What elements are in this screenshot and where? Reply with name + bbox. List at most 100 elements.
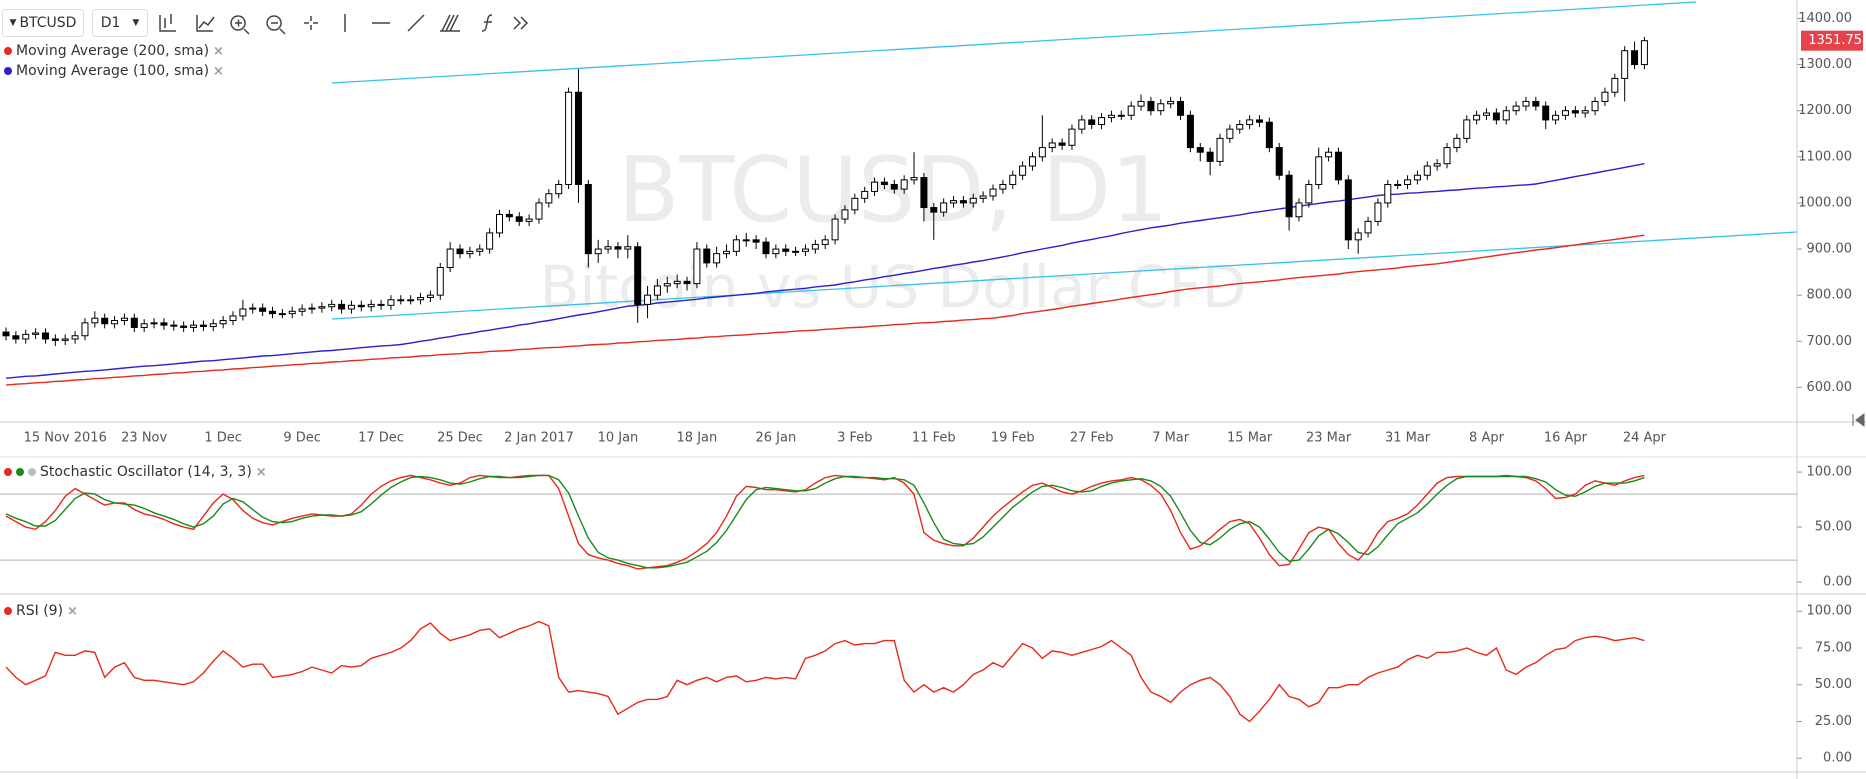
candle-body <box>673 280 681 285</box>
candle-body <box>1107 114 1115 119</box>
candle-body <box>1147 100 1155 112</box>
candle-body <box>1423 165 1431 176</box>
candle-body <box>268 310 276 315</box>
candle-body <box>1265 121 1273 149</box>
legend-entry: Moving Average (100, sma) × <box>4 63 224 79</box>
candle-body <box>476 248 484 252</box>
x-tick-label: 24 Apr <box>1623 431 1667 446</box>
candle-body <box>101 317 109 325</box>
candle-body <box>387 299 395 306</box>
x-tick-label: 17 Dec <box>358 431 404 446</box>
candle-body <box>880 181 888 185</box>
candle-body <box>535 202 543 220</box>
y-tick-label: 1300.00 <box>1798 57 1852 72</box>
x-tick-label: 23 Mar <box>1306 431 1352 446</box>
candle-body <box>1186 114 1194 149</box>
candle-body <box>959 200 967 204</box>
x-tick-label: 11 Feb <box>912 431 956 446</box>
candle-body <box>1216 137 1224 162</box>
candle-body <box>683 280 691 285</box>
x-tick-label: 23 Nov <box>121 431 167 446</box>
watermark-subtitle: Bitcoin vs US Dollar CFD <box>540 253 1247 321</box>
candle-body <box>1463 119 1471 139</box>
candle-body <box>1196 147 1204 153</box>
y-tick-label: 100.00 <box>1807 604 1853 619</box>
candle-body <box>861 190 869 199</box>
scroll-icon[interactable] <box>1852 413 1865 427</box>
candle-body <box>1601 91 1609 102</box>
candle-body <box>713 253 721 264</box>
remove-icon[interactable]: × <box>255 464 267 480</box>
candle-body <box>703 248 711 264</box>
candle-body <box>604 246 612 250</box>
candle-body <box>1305 183 1313 204</box>
remove-icon[interactable]: × <box>67 603 78 619</box>
y-tick-label: 25.00 <box>1815 714 1852 729</box>
candle-body <box>1473 114 1481 121</box>
candle-body <box>1483 112 1490 116</box>
candle-body <box>545 193 553 204</box>
candle-body <box>555 183 563 195</box>
trendline <box>331 1 1697 84</box>
candle-body <box>1453 137 1461 149</box>
candle-body <box>1206 151 1214 162</box>
candle-body <box>1640 40 1648 66</box>
candle-body <box>1275 147 1283 176</box>
candle-body <box>1167 100 1175 105</box>
candle-body <box>1315 156 1323 185</box>
candle-body <box>831 218 839 241</box>
candle-body <box>772 248 780 255</box>
candle-body <box>1561 110 1569 116</box>
candle-body <box>584 183 592 255</box>
legend-entry: Stochastic Oscillator (14, 3, 3) × <box>4 464 267 480</box>
interval: D1 <box>100 15 121 31</box>
candle-body <box>140 323 148 328</box>
candle-body <box>12 335 20 340</box>
candle-body <box>910 177 918 181</box>
candle-body <box>1571 110 1579 114</box>
candle-body <box>397 299 405 302</box>
legend-entry: RSI (9) × <box>4 603 78 619</box>
candle-body <box>920 177 928 209</box>
candle-body <box>693 248 701 285</box>
x-tick-label: 16 Apr <box>1544 431 1588 446</box>
candle-body <box>969 197 977 204</box>
series-line <box>5 163 1645 379</box>
candle-body <box>979 195 987 199</box>
x-tick-label: 25 Dec <box>437 431 483 446</box>
y-tick-label: 50.00 <box>1815 677 1852 692</box>
candle-body <box>1038 147 1046 158</box>
candle-body <box>1295 202 1303 218</box>
remove-icon[interactable]: × <box>213 63 224 79</box>
legend-label: Moving Average (100, sma) <box>16 63 210 79</box>
y-tick-label: 100.00 <box>1807 465 1853 480</box>
candle-body <box>644 294 652 305</box>
candle-body <box>1404 179 1412 185</box>
y-tick-label: 1000.00 <box>1798 195 1852 210</box>
candle-body <box>801 248 809 252</box>
candle-body <box>1058 142 1066 146</box>
x-tick-label: 10 Jan <box>598 431 639 446</box>
x-tick-label: 1 Dec <box>204 431 242 446</box>
candle-body <box>426 294 434 298</box>
symbol-button[interactable]: ▼ BTCUSD <box>2 9 84 37</box>
remove-icon[interactable]: × <box>213 43 224 59</box>
candle-body <box>298 308 306 312</box>
candle-body <box>150 322 158 325</box>
candle-body <box>41 332 49 340</box>
candle-body <box>120 317 128 322</box>
candle-body <box>1088 119 1096 126</box>
candle-body <box>851 197 859 211</box>
y-tick-label: 900.00 <box>1807 242 1853 257</box>
candle-body <box>180 325 188 328</box>
candle-body <box>1137 100 1145 107</box>
trendline <box>331 231 1798 320</box>
candle-body <box>1098 117 1106 126</box>
candle-body <box>1522 100 1530 107</box>
candle-body <box>841 209 849 220</box>
legend-dot <box>4 607 12 615</box>
candle-body <box>505 213 513 218</box>
candle-body <box>446 248 454 268</box>
interval-button[interactable]: D1 ▼ <box>92 9 148 37</box>
